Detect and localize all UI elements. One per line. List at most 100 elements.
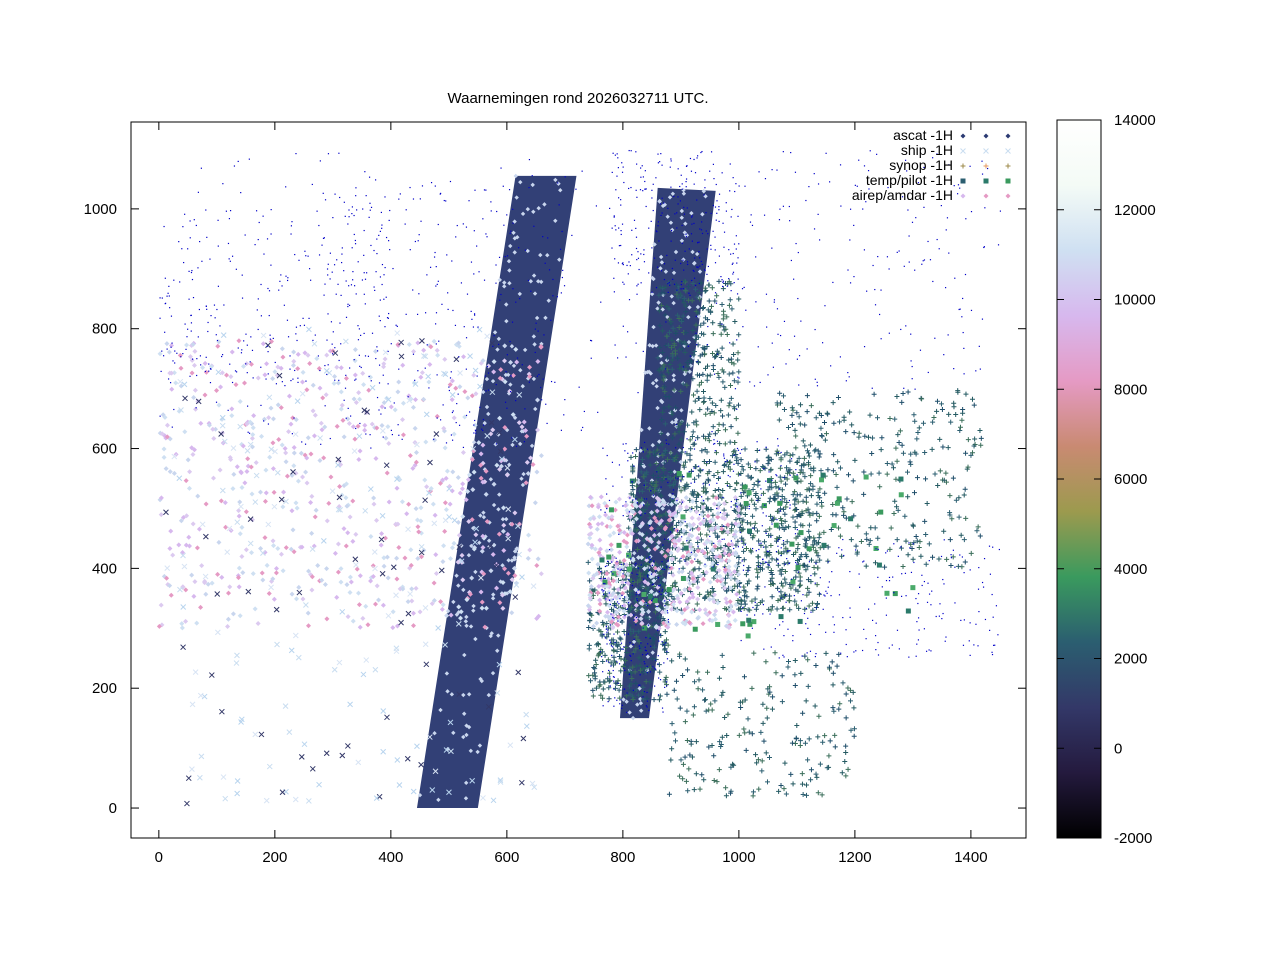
coast-point — [636, 285, 638, 287]
data-point — [743, 572, 749, 578]
coast-point — [771, 169, 773, 171]
coast-point — [450, 434, 453, 436]
data-point — [662, 447, 668, 453]
swath-point — [496, 432, 501, 437]
coast-point — [721, 279, 723, 281]
data-point — [480, 795, 486, 801]
coast-point — [736, 408, 738, 410]
data-point — [696, 677, 702, 683]
coast-point — [418, 293, 420, 295]
data-point — [804, 782, 810, 788]
data-point — [656, 662, 662, 668]
data-point — [628, 491, 634, 497]
data-point — [726, 403, 732, 409]
coast-point — [329, 278, 331, 280]
data-point — [189, 766, 195, 773]
coast-point — [369, 209, 371, 211]
coast-point — [379, 299, 381, 301]
data-point — [422, 497, 428, 504]
data-point — [616, 687, 622, 693]
data-point — [637, 662, 643, 668]
coast-point — [693, 277, 696, 279]
coast-point — [622, 325, 624, 327]
data-point — [750, 486, 756, 492]
coast-point — [266, 238, 269, 240]
data-point — [350, 618, 356, 624]
data-point — [817, 761, 823, 767]
data-point — [324, 352, 330, 358]
data-point — [289, 472, 295, 478]
data-point — [655, 526, 661, 532]
data-point — [745, 473, 751, 479]
data-point — [755, 478, 761, 484]
coast-point — [499, 299, 501, 301]
data-point — [279, 789, 286, 796]
data-point — [355, 423, 361, 429]
data-point — [400, 417, 406, 423]
coast-point — [765, 293, 768, 295]
data-point — [705, 522, 711, 528]
data-point — [785, 470, 791, 476]
coast-point — [190, 314, 192, 316]
data-point — [806, 528, 812, 534]
coast-point — [373, 249, 375, 252]
data-point — [840, 680, 846, 686]
coast-point — [984, 207, 986, 209]
data-point — [766, 606, 772, 612]
coast-point — [216, 339, 219, 342]
data-point — [732, 576, 738, 582]
data-point — [651, 637, 657, 643]
swath-point — [650, 381, 656, 386]
coast-point — [285, 275, 287, 277]
data-point — [631, 628, 637, 634]
coast-point — [287, 336, 290, 338]
data-point — [284, 473, 290, 479]
coast-point — [689, 157, 692, 160]
coast-point — [191, 278, 194, 281]
coast-point — [898, 250, 900, 252]
data-point — [899, 442, 905, 448]
coast-point — [694, 172, 697, 174]
coast-point — [159, 297, 161, 299]
coast-point — [257, 328, 259, 331]
data-point — [636, 497, 642, 503]
data-point — [597, 565, 603, 571]
data-point — [663, 450, 669, 456]
coast-point — [184, 213, 186, 215]
data-point — [411, 623, 417, 629]
coast-point — [696, 157, 698, 159]
data-point — [644, 695, 650, 701]
coast-point — [693, 222, 695, 225]
coast-point — [437, 280, 439, 282]
data-point — [955, 563, 961, 569]
data-point — [164, 341, 170, 347]
data-point — [598, 629, 604, 635]
swath-point — [518, 179, 523, 185]
data-point — [410, 610, 416, 616]
coast-point — [433, 438, 435, 440]
data-point — [168, 528, 174, 534]
coast-point — [821, 342, 824, 344]
coast-point — [468, 200, 470, 202]
data-point — [422, 604, 429, 611]
coast-point — [495, 282, 497, 284]
coast-point — [863, 346, 866, 348]
data-point — [644, 531, 650, 537]
data-point — [795, 588, 801, 594]
data-point — [446, 514, 453, 520]
data-point — [191, 362, 197, 368]
data-point — [371, 495, 377, 501]
coast-point — [246, 372, 248, 374]
data-point — [592, 587, 598, 593]
data-point — [321, 455, 327, 461]
data-point — [626, 566, 632, 572]
data-point — [659, 477, 665, 483]
data-point — [746, 490, 752, 496]
coast-point — [707, 280, 709, 282]
data-point — [624, 693, 630, 699]
data-point — [705, 496, 711, 502]
data-point — [822, 733, 828, 739]
data-point — [748, 547, 754, 553]
data-point — [611, 586, 617, 592]
data-point — [229, 406, 235, 412]
